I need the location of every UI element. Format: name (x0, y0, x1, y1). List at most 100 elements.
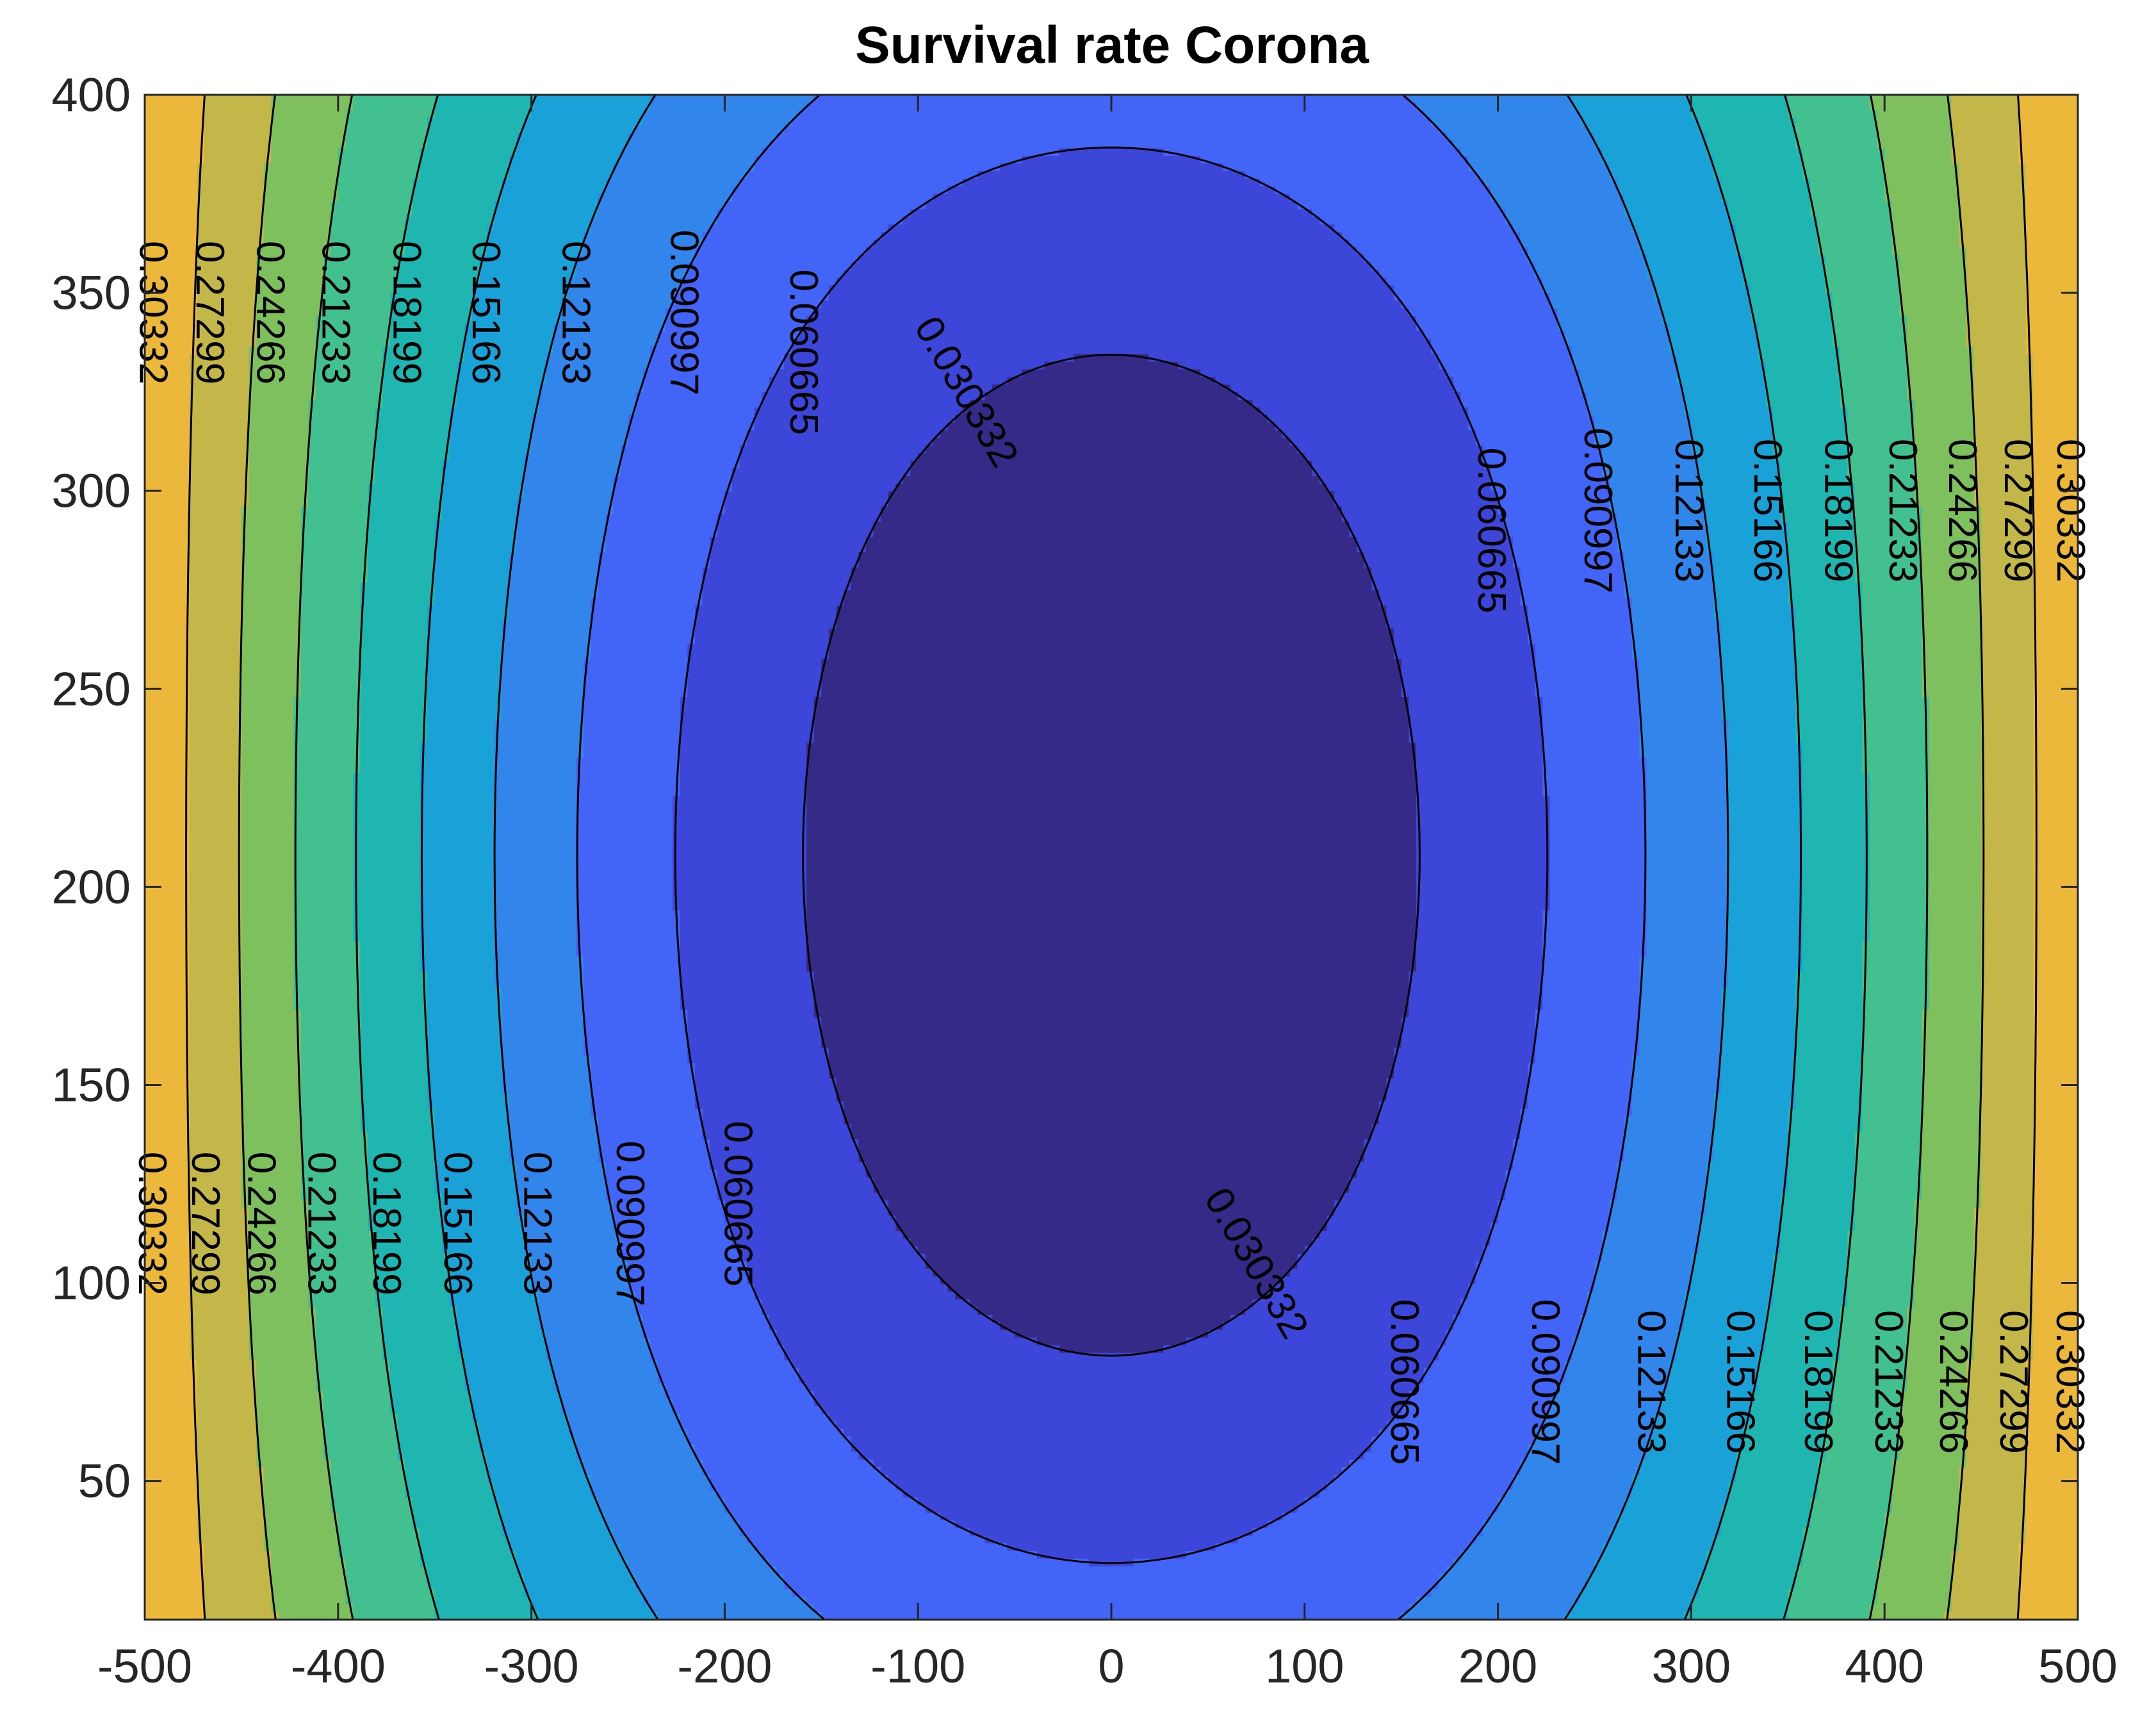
contour-band-cell (680, 705, 815, 713)
contour-band-cell (605, 514, 718, 523)
contour-band-cell (895, 1482, 1328, 1491)
contour-band-cell (300, 1078, 361, 1087)
contour-band-cell (791, 117, 1432, 126)
contour-band-cell (300, 1024, 361, 1033)
contour-band-cell (1929, 719, 1982, 728)
contour-band-cell (145, 537, 190, 545)
contour-band-cell (1758, 1368, 1833, 1377)
contour-band-cell (360, 1055, 428, 1064)
contour-band-cell (1535, 659, 1640, 668)
contour-band-cell (145, 1352, 190, 1361)
contour-band-cell (673, 1406, 822, 1415)
contour-band-cell (1416, 903, 1551, 912)
contour-band-cell (694, 254, 860, 263)
contour-band-cell (1862, 636, 1923, 645)
contour-band-cell (613, 506, 726, 515)
contour-band-cell (1907, 384, 1975, 393)
contour-band-cell (523, 461, 621, 469)
contour-band-cell (375, 453, 450, 462)
contour-band-cell (1959, 1467, 2027, 1476)
contour-band-cell (1728, 1490, 1818, 1499)
contour-band-cell (1832, 1398, 1900, 1407)
contour-band-cell (1832, 308, 1900, 317)
contour-band-cell (1535, 643, 1633, 652)
contour-band-cell (1148, 354, 1439, 363)
contour-band-cell (1959, 201, 2027, 210)
contour-band-cell (2033, 910, 2078, 919)
contour-band-cell (300, 1093, 361, 1102)
contour-band-cell (1929, 933, 1982, 942)
contour-band-cell (1468, 1543, 1603, 1552)
contour-band-cell (1862, 948, 1930, 957)
contour-band-cell (1795, 1055, 1863, 1064)
contour-band-cell (1728, 842, 1804, 850)
contour-band-cell (523, 1223, 614, 1231)
contour-band-cell (1252, 1528, 1484, 1536)
contour-band-cell (1802, 803, 1870, 812)
contour-band-cell (1981, 788, 2034, 797)
contour-band-cell (449, 422, 532, 431)
contour-band-cell (271, 1558, 347, 1567)
contour-band-cell (1795, 140, 1878, 149)
contour-band-cell (145, 1520, 198, 1529)
contour-band-cell (523, 1574, 637, 1583)
contour-band-cell (1580, 1322, 1685, 1331)
contour-band-cell (1676, 1352, 1759, 1361)
contour-band-cell (828, 651, 1394, 660)
contour-band-cell (502, 193, 599, 202)
contour-band-cell (360, 1086, 428, 1094)
contour-band-cell (665, 1391, 815, 1399)
contour-band-cell (360, 689, 428, 698)
contour-band-cell (1186, 1337, 1447, 1346)
contour-band-cell (494, 758, 577, 767)
contour-band-cell (145, 1093, 190, 1102)
contour-band-cell (799, 1368, 1425, 1377)
contour-band-cell (598, 1131, 703, 1140)
contour-band-cell (509, 1139, 599, 1148)
contour-band-cell (263, 186, 339, 195)
contour-band-cell (145, 1429, 198, 1438)
contour-band-cell (568, 1421, 681, 1430)
contour-band-cell (2033, 1307, 2078, 1315)
contour-band-cell (806, 895, 1417, 904)
contour-band-cell (189, 545, 242, 553)
contour-band-cell (442, 1231, 525, 1239)
contour-band-cell (189, 438, 250, 447)
contour-band-cell (1602, 148, 1707, 157)
contour-band-cell (197, 262, 257, 271)
contour-band-cell (642, 110, 800, 119)
contour-band-cell (1788, 1155, 1856, 1163)
contour-band-cell (300, 1155, 369, 1163)
contour-band-cell (1475, 171, 1610, 179)
contour-band-cell (315, 1307, 384, 1315)
contour-band-cell (241, 834, 295, 843)
contour-band-cell (189, 1048, 242, 1056)
contour-band-cell (1825, 285, 1900, 294)
contour-band-cell (338, 186, 413, 195)
contour-band-cell (1602, 453, 1699, 462)
contour-band-cell (710, 1162, 867, 1171)
contour-band-cell (145, 1223, 190, 1231)
contour-band-cell (145, 598, 190, 607)
contour-band-cell (724, 1497, 919, 1506)
contour-band-cell (1869, 850, 1930, 858)
contour-band-cell (1624, 1497, 1729, 1506)
contour-band-cell (650, 1337, 778, 1346)
contour-band-cell (457, 1315, 540, 1323)
contour-label-11: 0.12133 (554, 241, 598, 384)
contour-band-cell (278, 1612, 354, 1620)
contour-band-cell (1877, 140, 1952, 149)
contour-band-cell (1549, 895, 1647, 904)
contour-band-cell (1743, 270, 1826, 279)
contour-band-cell (197, 1444, 257, 1453)
contour-band-cell (2033, 377, 2078, 386)
contour-band-cell (353, 803, 421, 812)
contour-band-cell (628, 422, 755, 431)
contour-band-cell (145, 842, 190, 850)
contour-band-cell (680, 964, 807, 973)
contour-band-cell (1832, 338, 1907, 347)
contour-band-cell (2033, 605, 2078, 614)
contour-band-cell (308, 1261, 376, 1270)
contour-band-cell (1364, 1147, 1514, 1155)
contour-band-cell (293, 712, 361, 721)
